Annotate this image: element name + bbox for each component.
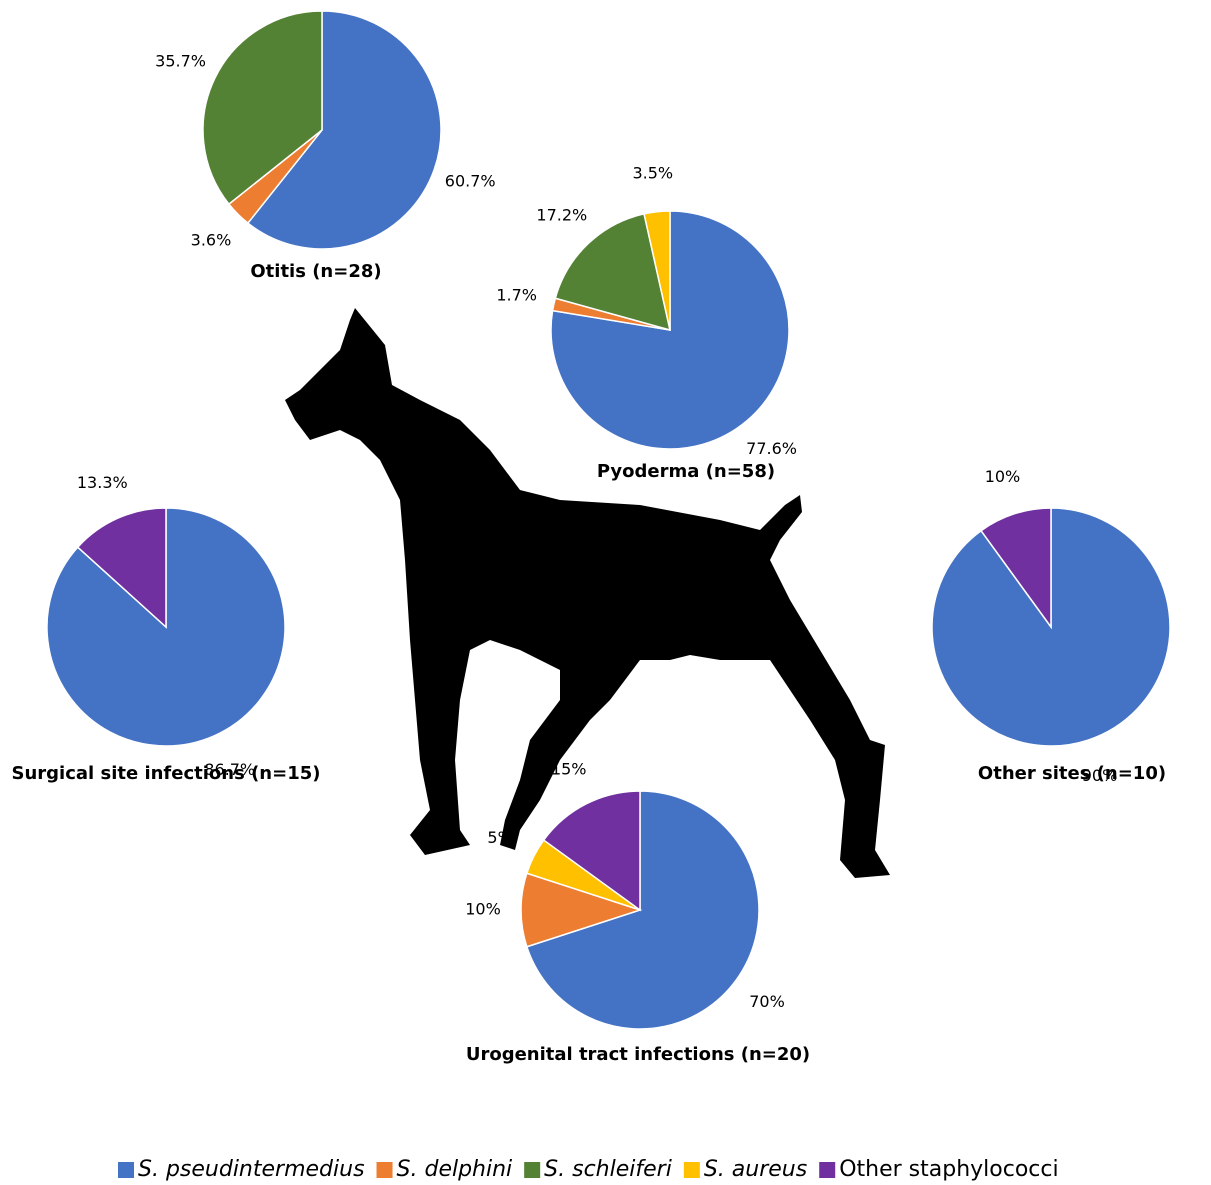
slice-label: 10%: [985, 467, 1021, 486]
slice-label: 15%: [551, 760, 587, 779]
slice-label: 5%: [487, 828, 512, 847]
pie-title: Surgical site infections (n=15): [12, 763, 321, 784]
legend-label: S. pseudintermedius: [138, 1157, 365, 1182]
legend-item: Other staphylococci: [819, 1157, 1059, 1182]
pie-slice: [76, 507, 167, 629]
pie-slice: [554, 212, 672, 332]
slice-label: 70%: [749, 992, 785, 1011]
legend-swatch: [683, 1162, 700, 1178]
legend-item: S. pseudintermedius: [118, 1157, 365, 1182]
legend-swatch: [524, 1162, 541, 1178]
legend-label: S. aureus: [704, 1157, 807, 1182]
legend-item: S. schleiferi: [524, 1157, 672, 1182]
legend-swatch: [819, 1162, 836, 1178]
legend-item: S. delphini: [376, 1157, 513, 1182]
slice-label: 3.5%: [632, 163, 673, 182]
legend-swatch: [376, 1162, 393, 1178]
pie-slice: [202, 10, 323, 206]
slice-label: 77.6%: [746, 439, 797, 458]
legend-label: Other staphylococci: [839, 1157, 1058, 1182]
slice-label: 13.3%: [77, 473, 128, 492]
legend-item: S. aureus: [683, 1157, 807, 1182]
slice-label: 86.7%: [204, 760, 255, 779]
dog-silhouette: [285, 308, 890, 878]
pie-slice: [550, 210, 790, 450]
legend-label: S. schleiferi: [544, 1157, 672, 1182]
pie-title: Other sites (n=10): [978, 763, 1166, 784]
slice-label: 10%: [465, 900, 501, 919]
legend-swatch: [118, 1162, 134, 1178]
pie-slice: [542, 790, 641, 912]
slice-label: 90%: [1082, 766, 1118, 785]
pie-slice: [246, 10, 442, 250]
slice-label: 1.7%: [496, 286, 537, 305]
slice-label: 3.6%: [191, 231, 232, 250]
legend-label: S. delphini: [397, 1157, 513, 1182]
pie-slice: [980, 507, 1052, 630]
pie-slice: [525, 790, 760, 1030]
slice-label: 17.2%: [536, 206, 587, 225]
pie-slice: [520, 872, 643, 948]
pie-title: Pyoderma (n=58): [597, 461, 775, 482]
pie-slice: [643, 210, 671, 331]
pie-title: Urogenital tract infections (n=20): [466, 1044, 810, 1065]
pie-title: Otitis (n=28): [250, 261, 381, 282]
slice-label: 60.7%: [445, 171, 496, 190]
slice-label: 35.7%: [155, 51, 206, 70]
